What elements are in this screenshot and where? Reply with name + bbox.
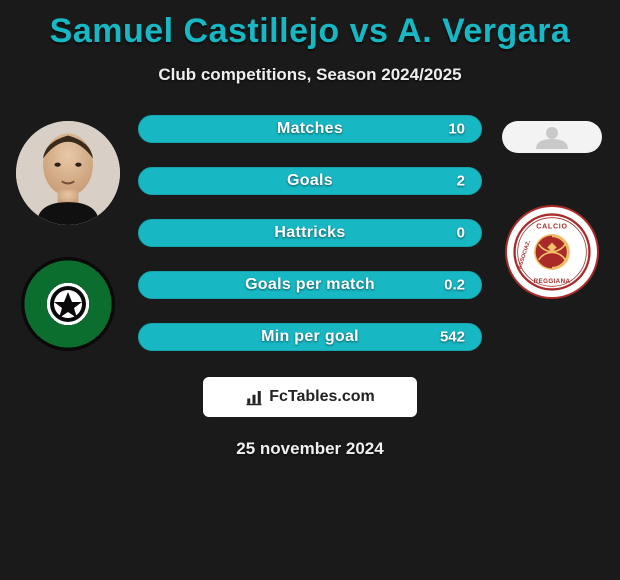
left-player-avatar (16, 121, 120, 225)
right-player-column: CALCIO REGGIANA ASSOCIAZ. (492, 115, 612, 299)
stat-bar-matches: Matches 10 (138, 115, 482, 143)
svg-text:REGGIANA: REGGIANA (534, 278, 571, 285)
shield-icon: CALCIO REGGIANA ASSOCIAZ. (513, 213, 591, 291)
right-club-badge: CALCIO REGGIANA ASSOCIAZ. (505, 205, 599, 299)
stat-value: 542 (440, 329, 465, 346)
stat-bar-mpg: Min per goal 542 (138, 323, 482, 351)
stats-column: Matches 10 Goals 2 Hattricks 0 Goals per… (128, 115, 492, 351)
bar-chart-icon (245, 388, 263, 406)
stat-label: Hattricks (274, 224, 345, 242)
brand-badge[interactable]: FcTables.com (203, 377, 417, 417)
stat-value: 0.2 (444, 277, 465, 294)
stat-label: Matches (277, 120, 343, 138)
page-title: Samuel Castillejo vs A. Vergara (8, 12, 612, 51)
stat-bar-hattricks: Hattricks 0 (138, 219, 482, 247)
stat-label: Goals per match (245, 276, 375, 294)
stat-label: Min per goal (261, 328, 359, 346)
person-icon (16, 121, 120, 225)
stat-bar-goals: Goals 2 (138, 167, 482, 195)
stat-bar-gpm: Goals per match 0.2 (138, 271, 482, 299)
stat-value: 2 (457, 173, 465, 190)
person-icon (522, 125, 582, 149)
right-player-avatar (502, 121, 602, 153)
svg-text:CALCIO: CALCIO (536, 224, 568, 231)
shield-icon (36, 272, 100, 336)
stat-value: 10 (448, 121, 465, 138)
body-row: Matches 10 Goals 2 Hattricks 0 Goals per… (8, 115, 612, 351)
left-club-badge (21, 257, 115, 351)
brand-name: FcTables.com (269, 388, 375, 406)
stat-label: Goals (287, 172, 333, 190)
subtitle: Club competitions, Season 2024/2025 (8, 65, 612, 85)
stat-value: 0 (457, 225, 465, 242)
left-player-column (8, 115, 128, 351)
date-label: 25 november 2024 (8, 439, 612, 459)
comparison-card: Samuel Castillejo vs A. Vergara Club com… (0, 0, 620, 459)
